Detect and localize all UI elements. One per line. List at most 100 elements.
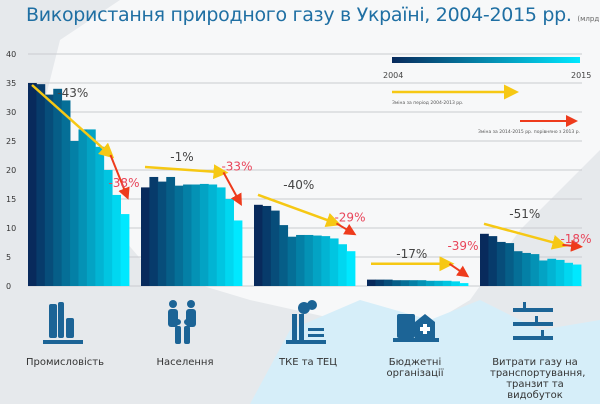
bar [149,176,159,286]
change-label-2015-vs-2013: -33% [221,159,252,173]
change-label-2004-2013: -1% [170,150,193,164]
change-label-2015-vs-2013: -39% [447,239,478,253]
bar [233,220,243,286]
bar [442,280,452,286]
power-plant-icon [286,300,332,350]
bar [225,199,234,286]
bar [287,236,297,286]
bar [296,234,305,286]
bar [425,280,435,286]
unit-label: (млрд куб. м) [577,15,600,23]
change-arrow-2015-vs-2013 [562,239,583,252]
bar [262,205,272,286]
bar [392,280,402,286]
bar [208,184,218,286]
public-building-icon [393,300,439,350]
bar [28,83,37,286]
change-label-2004-2013: -17% [396,247,427,261]
category-label: Бюджетні організації [386,357,444,379]
bar [157,181,167,286]
bar [383,279,393,286]
y-tick-label: 30 [6,108,16,117]
bar [86,129,96,286]
bar [538,260,548,286]
bar [409,280,418,286]
bar [434,280,444,286]
bar [304,234,314,286]
change-arrow-2015-vs-2013 [335,222,357,236]
change-arrow-2015-vs-2013 [109,154,130,200]
bar [572,264,582,286]
bar [174,185,184,286]
change-label-2004-2013: -43% [57,86,88,100]
change-arrow-2015-vs-2013 [222,171,242,206]
bar [530,254,540,286]
change-arrow-2004-2013 [31,84,115,159]
bar [321,236,331,286]
bar [141,187,150,286]
bar [496,241,506,286]
bar [547,258,557,286]
bar [513,251,523,286]
bar [417,280,427,286]
y-tick-label: 35 [6,79,16,88]
bar [329,238,339,286]
legend-yellow-label: Зміна за період 2004-2013 рр. [392,100,463,106]
y-tick-label: 15 [6,195,16,204]
change-label-2004-2013: -40% [283,178,314,192]
category-label: ТКЕ та ТЕЦ [278,357,338,368]
y-tick-label: 0 [6,282,11,291]
bar [367,279,376,286]
y-tick-label: 25 [6,137,16,146]
chart-title: Використання природного газу в Україні, … [26,4,600,26]
category-label: Промисловість [26,357,104,368]
legend: 2004 2015 Зміна за період 2004-2013 рр. … [383,57,591,135]
bar [53,88,63,286]
legend-red-label: Зміна за 2014-2015 рр. порівняно з 2013 … [478,129,580,135]
y-tick-label: 10 [6,224,16,233]
bar [78,129,88,286]
bar [400,280,410,286]
y-tick-label: 5 [6,253,11,262]
title-text: Використання природного газу в Україні, … [26,4,572,26]
bar [522,252,531,286]
change-arrow-2004-2013 [144,164,229,180]
bar [459,283,469,286]
bar [346,251,356,286]
bar [120,214,130,286]
bar [183,184,192,286]
bar [338,244,347,286]
factory-icon [43,300,89,350]
category-label: Населення [156,357,214,368]
legend-end-year: 2015 [571,71,591,80]
change-arrow-2004-2013 [483,222,568,250]
change-arrow-2015-vs-2013 [448,262,470,278]
bar [216,187,226,286]
bar [375,279,385,286]
family-icon [163,300,209,350]
bar [564,262,573,286]
bar [279,225,289,286]
y-tick-label: 20 [6,166,16,175]
bar [480,233,489,286]
bar [312,235,322,286]
change-label-2015-vs-2013: -38% [108,176,139,190]
bar [488,236,498,286]
bar [270,210,280,286]
bar [70,141,79,286]
legend-gradient [392,57,580,63]
bar [451,281,460,286]
bar [254,204,263,286]
change-label-2015-vs-2013: -29% [334,210,365,224]
pipeline-icon [513,300,559,350]
bar [555,259,565,286]
bar [44,94,54,286]
bar [191,184,201,286]
change-label-2004-2013: -51% [509,207,540,221]
y-tick-label: 40 [6,50,16,59]
bar [36,84,46,286]
legend-start-year: 2004 [383,71,403,80]
bar [505,243,515,286]
bar [61,100,71,287]
